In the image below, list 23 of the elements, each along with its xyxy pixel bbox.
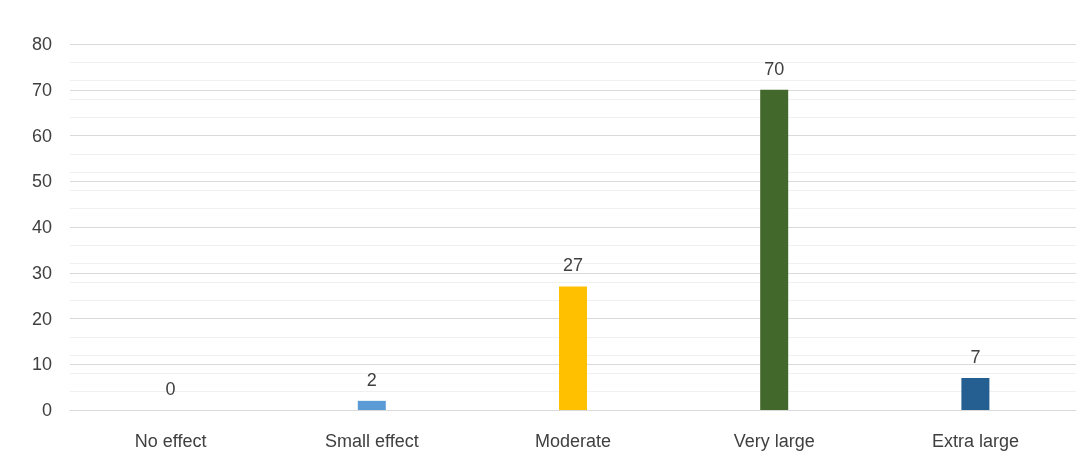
y-tick-label: 10 xyxy=(31,354,52,375)
bar xyxy=(961,377,990,410)
data-label: 7 xyxy=(970,346,981,367)
x-tick-label: Extra large xyxy=(931,431,1019,451)
y-tick-label: 50 xyxy=(31,171,52,192)
y-tick-label: 80 xyxy=(31,34,52,54)
x-tick-label: No effect xyxy=(134,431,207,451)
x-tick-label: Moderate xyxy=(534,431,612,451)
bar xyxy=(357,400,386,410)
bar xyxy=(760,89,789,410)
x-tick-label: Very large xyxy=(733,431,815,451)
y-tick-label: 30 xyxy=(31,262,52,283)
bar xyxy=(559,286,587,410)
y-tick-label: 40 xyxy=(31,217,52,237)
data-label: 2 xyxy=(366,369,377,390)
y-tick-label: 70 xyxy=(31,79,52,100)
x-tick-label: Small effect xyxy=(324,431,419,451)
data-label: 70 xyxy=(764,58,785,79)
y-tick-label: 20 xyxy=(31,308,52,329)
data-label: 27 xyxy=(562,255,584,276)
y-tick-label: 0 xyxy=(41,400,52,420)
y-tick-label: 60 xyxy=(31,125,52,146)
data-label: 0 xyxy=(165,379,176,399)
